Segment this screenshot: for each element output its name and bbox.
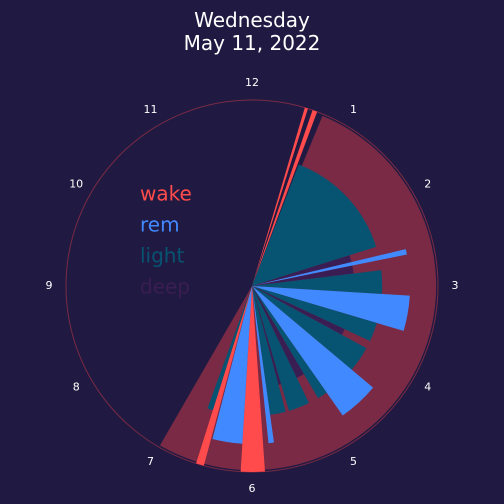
hour-tick-3: 3 [452,279,459,292]
clock-outline-circle [65,99,439,473]
segment-deep-15 [252,286,282,385]
segment-deep-9 [252,286,345,335]
segment-rem-4 [252,249,407,286]
hour-tick-10: 10 [69,178,83,191]
segment-light-6 [252,270,383,294]
legend-entry-light: light [140,244,184,268]
legend-entry-rem: rem [140,213,180,237]
hour-tick-8: 8 [73,381,80,394]
segment-light-2 [252,164,377,286]
hour-tick-12: 12 [245,76,259,89]
segment-deep-13 [252,286,304,378]
chart-title-line-1: Wednesday [194,8,310,32]
hour-tick-4: 4 [424,381,431,394]
segment-wake-20 [196,286,252,466]
hour-tick-1: 1 [350,103,357,116]
hour-tick-5: 5 [350,455,357,468]
legend-entry-deep: deep [140,275,190,299]
segment-rem-11 [252,286,374,416]
hour-tick-6: 6 [249,482,256,495]
hour-tick-2: 2 [424,178,431,191]
legend: wake rem light deep [140,182,192,299]
segment-light-14 [252,286,310,411]
segment-deep-5 [252,265,354,286]
segment-wake-0 [252,107,308,286]
polar-plot-area [65,99,439,473]
segment-deep-3 [252,255,352,286]
segment-light-8 [252,286,377,342]
segment-wake-1 [252,110,318,286]
legend-entry-wake: wake [140,182,192,206]
segment-light-12 [252,286,327,399]
segment-light-16 [252,286,286,415]
segment-rem-19 [212,286,252,444]
hour-tick-7: 7 [147,455,154,468]
hour-tick-9: 9 [46,279,53,292]
segment-rem-17 [252,286,274,444]
segment-rem-7 [252,286,410,331]
hour-tick-11: 11 [144,103,158,116]
segment-light-10 [252,286,367,370]
chart-title-line-2: May 11, 2022 [184,31,321,55]
segment-light-21 [207,286,252,411]
segment-wake-18 [240,286,265,472]
